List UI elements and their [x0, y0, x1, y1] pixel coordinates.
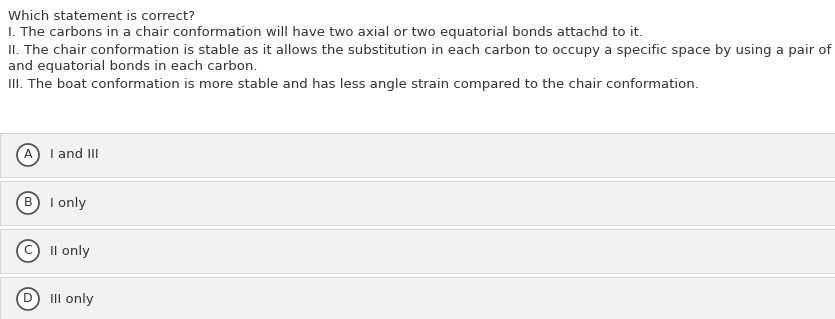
Text: I. The carbons in a chair conformation will have two axial or two equatorial bon: I. The carbons in a chair conformation w… — [8, 26, 643, 39]
Bar — [0, 181, 835, 225]
Text: III. The boat conformation is more stable and has less angle strain compared to : III. The boat conformation is more stabl… — [8, 78, 699, 91]
Text: Which statement is correct?: Which statement is correct? — [8, 10, 195, 23]
Text: C: C — [23, 244, 33, 257]
Circle shape — [17, 288, 39, 310]
Circle shape — [17, 240, 39, 262]
Text: B: B — [23, 197, 33, 210]
Text: D: D — [23, 293, 33, 306]
Text: I only: I only — [50, 197, 86, 210]
Text: I and III: I and III — [50, 149, 99, 161]
Circle shape — [17, 144, 39, 166]
Circle shape — [17, 192, 39, 214]
Text: and equatorial bonds in each carbon.: and equatorial bonds in each carbon. — [8, 60, 257, 73]
Text: A: A — [23, 149, 33, 161]
Text: II. The chair conformation is stable as it allows the substitution in each carbo: II. The chair conformation is stable as … — [8, 44, 835, 57]
Bar — [0, 133, 835, 177]
Text: II only: II only — [50, 244, 90, 257]
Text: III only: III only — [50, 293, 94, 306]
Bar — [0, 229, 835, 273]
Bar — [0, 277, 835, 319]
